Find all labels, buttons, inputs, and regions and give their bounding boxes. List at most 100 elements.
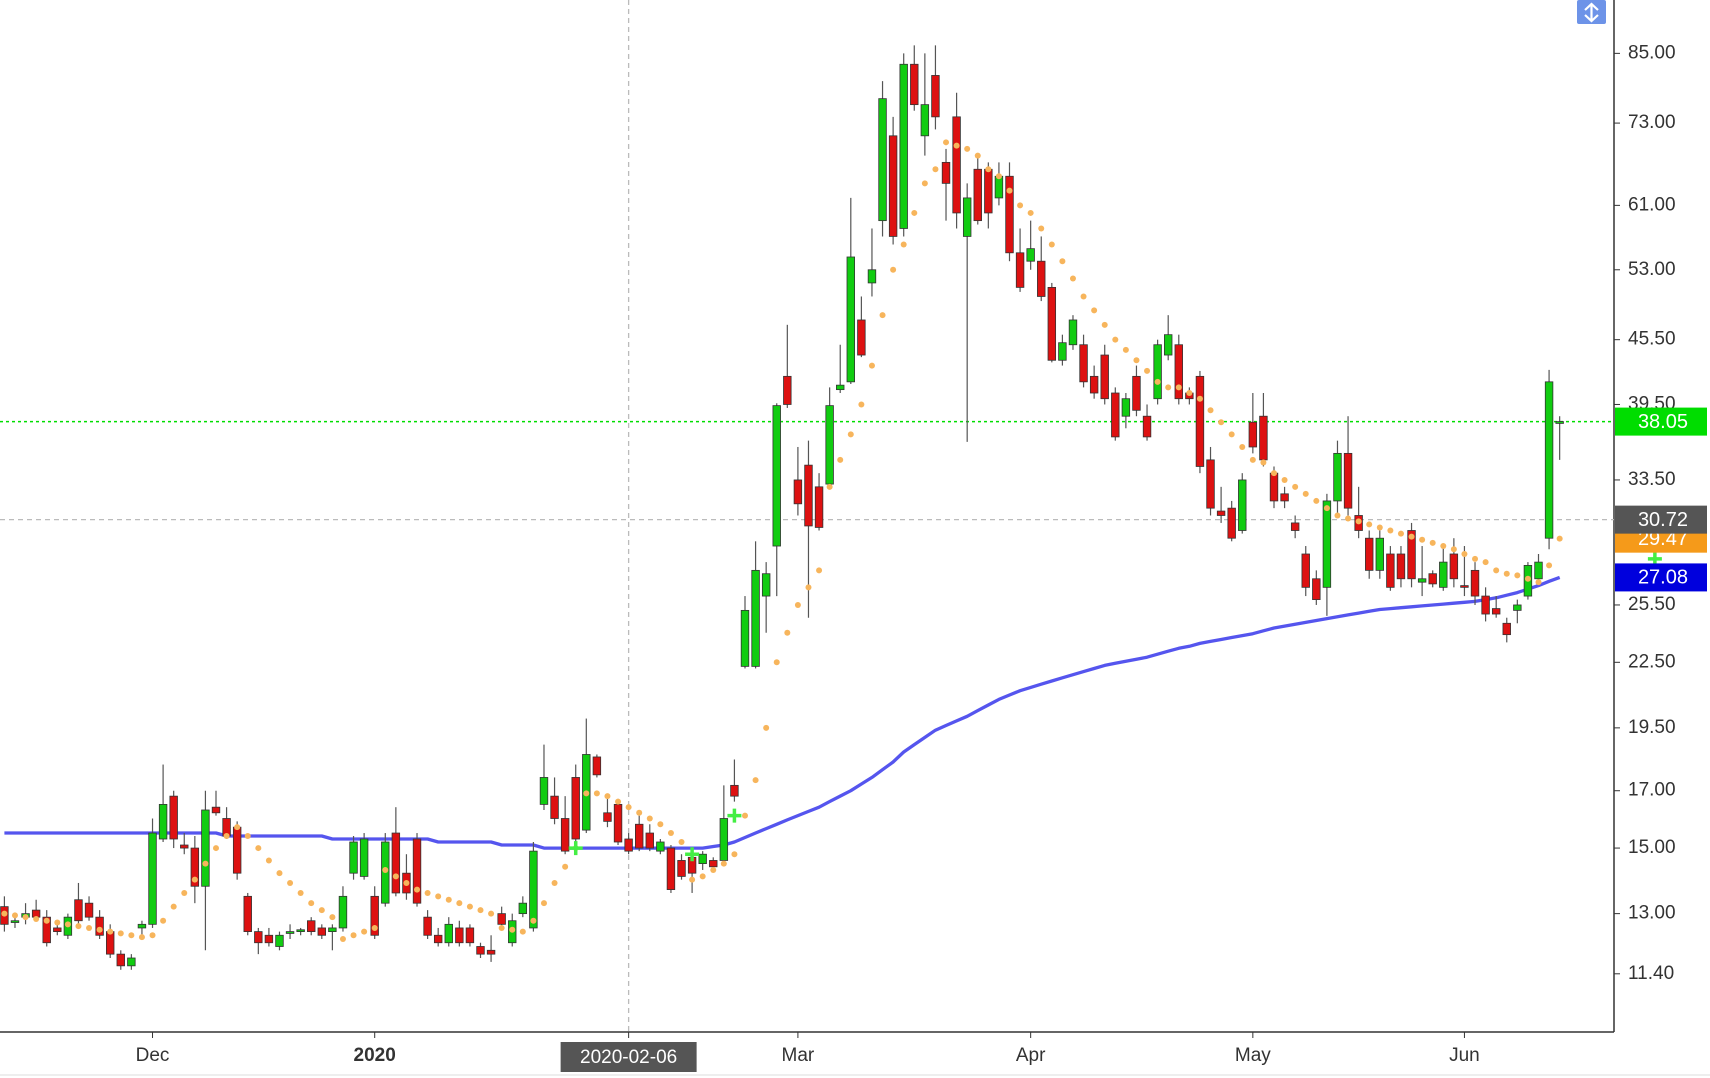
sar-dot bbox=[75, 923, 82, 930]
sar-dot bbox=[879, 312, 886, 319]
sar-dot bbox=[1175, 384, 1182, 391]
sar-dot bbox=[1397, 530, 1404, 537]
candle-body bbox=[783, 375, 792, 405]
sar-dot bbox=[689, 876, 696, 883]
y-tick-label: 17.00 bbox=[1628, 780, 1676, 801]
sar-dot bbox=[1196, 395, 1203, 402]
sar-dot bbox=[646, 815, 653, 822]
sar-dot bbox=[1313, 497, 1320, 504]
candle-body bbox=[719, 818, 729, 861]
sar-dot bbox=[1165, 384, 1172, 391]
sar-dot bbox=[837, 456, 844, 463]
candle-body bbox=[190, 847, 200, 887]
sar-dot bbox=[1408, 533, 1415, 540]
candle-body bbox=[846, 256, 855, 383]
candle-body bbox=[613, 803, 623, 843]
candle-body bbox=[465, 927, 475, 944]
candle-body bbox=[1195, 375, 1205, 467]
button-icon[interactable] bbox=[1584, 2, 1599, 23]
candle-body bbox=[1343, 452, 1353, 509]
candle-body bbox=[455, 927, 464, 944]
sar-dot bbox=[593, 790, 600, 797]
x-tick-label: 2020 bbox=[354, 1045, 396, 1066]
sar-dot bbox=[995, 173, 1002, 180]
signal-marker bbox=[685, 847, 700, 862]
sar-dot bbox=[720, 860, 727, 867]
candle-body bbox=[296, 929, 305, 932]
scroll-button[interactable] bbox=[1577, 0, 1606, 24]
sar-dot bbox=[1122, 346, 1129, 353]
sar-dot bbox=[921, 180, 928, 187]
sar-dot bbox=[636, 809, 643, 816]
sar-dot bbox=[1376, 524, 1383, 531]
sar-dot bbox=[985, 166, 992, 173]
sar-dot bbox=[890, 266, 897, 273]
candle-body bbox=[370, 895, 379, 936]
candle-body bbox=[285, 931, 295, 934]
candle-body bbox=[1068, 319, 1078, 346]
x-tick-label: Apr bbox=[1016, 1045, 1046, 1066]
candle-body bbox=[814, 486, 824, 528]
sar-dot bbox=[255, 845, 262, 852]
crosshair-y-tag-bg bbox=[1615, 505, 1707, 534]
candle-body bbox=[910, 63, 919, 106]
sar-dot bbox=[974, 152, 981, 159]
sar-dot bbox=[1144, 367, 1151, 374]
sar-dot bbox=[710, 866, 717, 873]
sar-dot bbox=[1207, 407, 1214, 414]
y-tick-label: 13.00 bbox=[1628, 903, 1676, 924]
sar-dot bbox=[1186, 390, 1193, 397]
candle-body bbox=[232, 826, 242, 874]
candle-body bbox=[539, 777, 549, 805]
candle-body bbox=[307, 920, 316, 932]
sar-dot bbox=[1556, 535, 1563, 542]
candle-body bbox=[1132, 375, 1141, 411]
candle-body bbox=[423, 916, 432, 936]
sar-dot bbox=[868, 362, 875, 369]
sar-dot bbox=[64, 921, 71, 928]
candle-body bbox=[751, 569, 760, 667]
candle-body bbox=[211, 806, 221, 814]
sar-dot bbox=[181, 889, 188, 896]
sar-dot bbox=[149, 932, 156, 939]
last-price-tag-bg bbox=[1615, 407, 1707, 436]
candle-body bbox=[180, 844, 189, 849]
candle-body bbox=[497, 913, 506, 925]
candle-body bbox=[1491, 608, 1501, 615]
candle-body bbox=[1248, 421, 1258, 448]
sar-dot bbox=[562, 863, 569, 870]
candle-body bbox=[1301, 553, 1310, 588]
candle-body bbox=[645, 832, 654, 849]
sar-dot bbox=[297, 889, 304, 896]
sar-dot bbox=[1101, 321, 1108, 328]
sar-dot bbox=[435, 893, 442, 900]
sar-dot bbox=[1, 910, 8, 917]
sar-dot bbox=[1292, 483, 1299, 490]
sar-dot bbox=[1302, 490, 1309, 497]
sar-dot bbox=[1239, 443, 1246, 450]
candle-body bbox=[1206, 459, 1215, 509]
sar-dot bbox=[244, 833, 251, 840]
candle-body bbox=[560, 818, 570, 852]
candle-body bbox=[1502, 622, 1511, 636]
candle-body bbox=[1142, 415, 1152, 438]
sar-dot bbox=[1154, 378, 1161, 385]
candle-body bbox=[148, 832, 157, 925]
sar-dot bbox=[1440, 543, 1447, 550]
moving-average-line bbox=[4, 575, 1561, 850]
sar-dot bbox=[657, 821, 664, 828]
ma-tag: 27.08 bbox=[1638, 567, 1688, 589]
sar-dot bbox=[86, 924, 93, 931]
sar-dot bbox=[191, 876, 198, 883]
candle-body bbox=[74, 899, 83, 922]
candle-body bbox=[1407, 530, 1416, 580]
sar-dot bbox=[1366, 521, 1373, 528]
candle-body bbox=[1164, 334, 1173, 356]
candle-body bbox=[1238, 479, 1247, 531]
sar-dot bbox=[583, 790, 590, 797]
candle-body bbox=[656, 841, 665, 852]
candle-body bbox=[1375, 537, 1384, 571]
sar-dot bbox=[1059, 258, 1066, 265]
